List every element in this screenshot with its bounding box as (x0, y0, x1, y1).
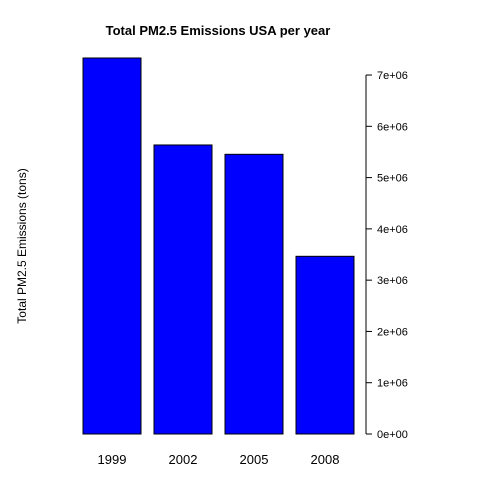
y-tick-label-4: 4e+06 (377, 224, 408, 236)
bars-group (82, 57, 355, 435)
y-tick-label-1: 1e+06 (377, 378, 408, 390)
bar-2008 (295, 255, 355, 435)
y-tick-label-5: 5e+06 (377, 173, 408, 185)
category-label-2008: 2008 (311, 452, 340, 467)
y-tick-label-2: 2e+06 (377, 326, 408, 338)
bar-2005 (224, 153, 284, 435)
y-tick-label-3: 3e+06 (377, 275, 408, 287)
y-tick-label-6: 6e+06 (377, 121, 408, 133)
category-label-1999: 1999 (98, 452, 127, 467)
y-axis-label: Total PM2.5 Emissions (tons) (15, 168, 29, 323)
y-axis: 0e+00 1e+06 2e+06 3e+06 4e+06 5e+06 6e+06 7e+06 (365, 70, 408, 441)
bar-1999 (82, 57, 142, 435)
chart-title: Total PM2.5 Emissions USA per year (106, 23, 331, 38)
category-label-2005: 2005 (240, 452, 269, 467)
y-tick-label-0: 0e+00 (377, 429, 408, 441)
category-labels: 1999 2002 2005 2008 (98, 452, 340, 467)
y-tick-label-7: 7e+06 (377, 70, 408, 82)
bar-2002 (153, 144, 213, 435)
category-label-2002: 2002 (169, 452, 198, 467)
